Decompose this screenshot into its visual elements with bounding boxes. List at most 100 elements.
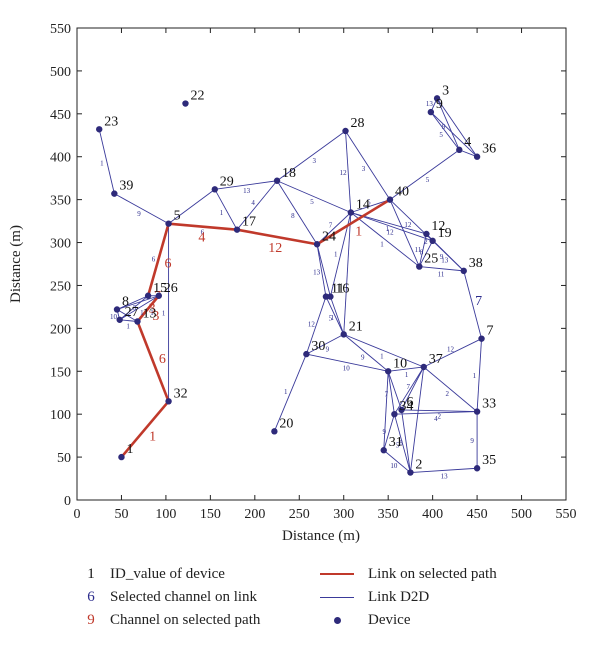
link-channel-label: 9 xyxy=(361,354,365,362)
link-channel-label: 2 xyxy=(437,413,441,421)
link-channel-label: 5 xyxy=(310,198,314,206)
d2d-link xyxy=(463,270,482,339)
device-id-label: 17 xyxy=(242,215,256,230)
legend-item: Device xyxy=(320,609,410,631)
path-channel-label: 6 xyxy=(159,352,166,367)
selected-path-link xyxy=(316,198,391,246)
device-node xyxy=(423,230,430,238)
d2d-link xyxy=(409,366,425,473)
device-node xyxy=(416,263,423,270)
device-id-label: 14 xyxy=(356,198,370,213)
device-node xyxy=(386,196,394,203)
link-channel-label: 13 xyxy=(426,100,434,108)
device-node xyxy=(113,306,121,313)
device-id-label: 24 xyxy=(322,229,336,244)
device-id-label: 9 xyxy=(436,97,443,112)
link-channel-label: 9 xyxy=(440,253,444,261)
device-node xyxy=(182,100,189,107)
link-channel-label: 9 xyxy=(470,437,474,445)
d2d-link xyxy=(423,366,478,412)
d2d-link xyxy=(476,338,482,412)
d2d-link xyxy=(387,371,395,415)
link-channel-label: 11 xyxy=(438,271,445,279)
y-tick-label: 550 xyxy=(50,22,71,37)
selected-path-link xyxy=(120,400,170,458)
link-channel-label: 12 xyxy=(404,221,412,229)
y-tick-label: 200 xyxy=(50,322,71,337)
device-node xyxy=(473,408,481,415)
d2d-link xyxy=(436,98,478,157)
path-channel-label: 1 xyxy=(149,430,156,445)
legend-item: Link on selected path xyxy=(320,563,497,585)
legend-label: ID_value of device xyxy=(110,565,225,582)
device-node xyxy=(165,398,172,405)
device-node xyxy=(313,241,321,248)
link-channel-label: 3 xyxy=(362,165,366,173)
link-channel-label: 4 xyxy=(434,415,438,423)
y-tick-label: 100 xyxy=(50,408,71,423)
link-channel-label: 1 xyxy=(100,160,104,168)
device-id-label: 32 xyxy=(174,386,188,401)
d2d-link xyxy=(214,180,278,190)
device-node xyxy=(473,153,481,160)
link-channel-label: 10 xyxy=(343,365,351,373)
link-channel-label: 6 xyxy=(201,229,205,237)
d2d-link xyxy=(316,212,352,245)
x-tick-label: 500 xyxy=(511,507,532,522)
d2d-link xyxy=(430,111,460,151)
legend-item: 9 Channel on selected path xyxy=(80,609,260,631)
link-channel-label: 9 xyxy=(326,346,330,354)
device-node xyxy=(420,363,427,371)
d2d-link xyxy=(383,371,389,451)
d2d-link xyxy=(98,129,115,194)
device-id-label: 8 xyxy=(122,294,129,309)
device-id-label: 40 xyxy=(395,185,409,200)
device-node xyxy=(111,190,118,197)
link-channel-label: 9 xyxy=(442,123,446,131)
d2d-link xyxy=(388,366,424,372)
d2d-link xyxy=(343,212,352,335)
d2d-link xyxy=(343,334,389,372)
selected-path-link xyxy=(146,223,170,297)
device-node xyxy=(303,350,310,358)
d2d-link xyxy=(401,366,425,411)
x-tick-label: 250 xyxy=(289,507,310,522)
legend-label: Device xyxy=(368,611,411,628)
link-channel-label: 2 xyxy=(424,238,428,246)
device-node xyxy=(340,331,347,338)
link-channel-label: 10 xyxy=(390,462,398,470)
d2d-link xyxy=(236,180,278,230)
path-channel-label: 3 xyxy=(149,302,156,317)
legend-label: Link on selected path xyxy=(368,565,497,582)
link-channel-label: 13 xyxy=(441,256,449,264)
y-tick-label: 350 xyxy=(50,194,71,209)
device-id-label: 29 xyxy=(220,174,234,189)
d2d-link xyxy=(401,409,411,473)
link-channel-label: 5 xyxy=(329,315,333,323)
device-node xyxy=(427,108,435,116)
d2d-link xyxy=(116,295,149,310)
link-channel-label: 8 xyxy=(420,248,424,256)
d2d-link xyxy=(306,353,389,372)
link-channel-label: 10 xyxy=(110,313,118,321)
device-node xyxy=(460,267,467,275)
d2d-link xyxy=(345,130,352,213)
device-id-label: 11 xyxy=(331,282,344,297)
y-tick-label: 0 xyxy=(64,494,71,509)
device-node xyxy=(134,318,141,325)
device-id-label: 36 xyxy=(482,142,496,157)
device-node xyxy=(322,293,330,300)
device-id-label: 21 xyxy=(349,319,363,334)
link-channel-label: 3 xyxy=(312,157,316,165)
device-node xyxy=(271,428,278,435)
d2d-link xyxy=(383,414,395,451)
d2d-link xyxy=(387,371,402,411)
d2d-link xyxy=(423,338,482,368)
device-id-label: 20 xyxy=(279,416,293,431)
link-channel-label: 5 xyxy=(439,131,443,139)
legend-dot-icon xyxy=(320,612,354,629)
device-id-label: 1 xyxy=(126,442,133,457)
links xyxy=(98,98,482,473)
legend-symbol: 9 xyxy=(87,611,95,628)
